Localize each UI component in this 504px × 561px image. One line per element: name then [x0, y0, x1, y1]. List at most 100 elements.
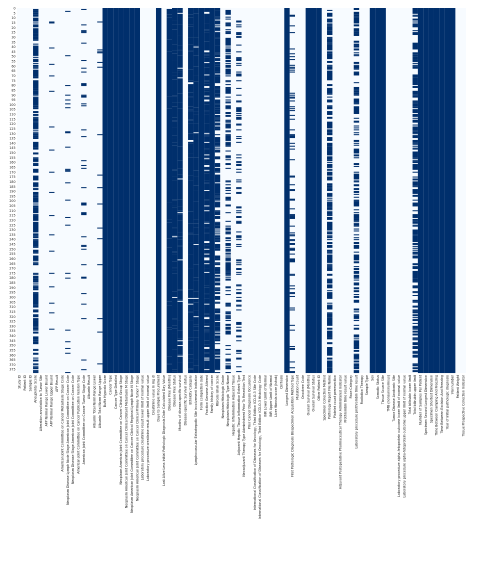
heatmap-cell	[65, 10, 71, 12]
heatmap-cell	[33, 240, 39, 247]
heatmap-cell	[236, 36, 242, 38]
heatmap-cell	[204, 97, 210, 100]
row-tick-label: 25	[11, 31, 15, 35]
heatmap-cell	[204, 295, 210, 299]
heatmap-cell	[177, 102, 183, 109]
heatmap-cell	[33, 326, 39, 328]
heatmap-cell	[214, 34, 221, 36]
heatmap-cell	[236, 154, 242, 156]
heatmap-cell	[118, 8, 124, 374]
heatmap-cell	[412, 292, 418, 294]
heatmap-column	[65, 10, 71, 374]
column-tick-label: INR Lower Limit of Normal	[264, 375, 268, 417]
column-tick-label: Neoplasm Disease Lymph Node Stage Americ…	[66, 375, 70, 505]
heatmap-cell	[172, 273, 178, 292]
heatmap-cell	[81, 264, 87, 266]
heatmap-cell	[412, 23, 418, 28]
heatmap-cell	[214, 167, 221, 172]
heatmap-cell	[214, 310, 221, 314]
heatmap-cell	[327, 279, 333, 282]
heatmap-cell	[353, 94, 360, 96]
column-tick-label: Prothrombin time result value	[344, 375, 348, 423]
row-tick-label: 130	[9, 132, 15, 136]
heatmap-cell	[225, 318, 231, 320]
heatmap-cell	[177, 301, 183, 321]
heatmap-cell	[81, 42, 87, 44]
heatmap-cell	[188, 60, 194, 70]
heatmap-cell	[327, 96, 333, 98]
heatmap-cell	[97, 203, 103, 205]
heatmap-cell	[412, 210, 418, 212]
heatmap-cell	[225, 9, 231, 15]
heatmap-cell	[177, 146, 183, 161]
heatmap-cell	[327, 87, 333, 89]
heatmap-cell	[172, 106, 178, 118]
heatmap-cell	[204, 200, 210, 204]
heatmap-cell	[289, 64, 296, 66]
heatmap-cell	[172, 207, 178, 228]
heatmap-cell	[225, 187, 231, 189]
heatmap-cell	[289, 293, 296, 295]
heatmap-cell	[353, 225, 360, 227]
heatmap-cell	[327, 44, 333, 49]
heatmap-cell	[33, 43, 39, 45]
heatmap-cell	[225, 114, 231, 117]
heatmap-cell	[353, 180, 360, 182]
heatmap-cell	[375, 8, 381, 374]
heatmap-cell	[225, 271, 231, 273]
heatmap-cell	[214, 193, 221, 196]
heatmap-cell	[97, 66, 103, 68]
heatmap-cell	[289, 198, 296, 201]
heatmap-cell	[236, 62, 242, 64]
heatmap-cell	[289, 32, 296, 34]
heatmap-cell	[33, 293, 39, 305]
heatmap-cell	[214, 163, 221, 167]
heatmap-cell	[81, 204, 87, 206]
heatmap-cell	[204, 329, 210, 331]
heatmap-cell	[353, 120, 360, 123]
row-tick-label: 50	[11, 55, 15, 59]
heatmap-cell	[204, 330, 210, 332]
heatmap-column	[289, 14, 296, 374]
heatmap-cell	[214, 292, 221, 295]
heatmap-cell	[236, 321, 242, 325]
heatmap-cell	[33, 88, 39, 91]
heatmap-cell	[225, 55, 231, 60]
heatmap-cell	[65, 352, 71, 354]
heatmap-cell	[193, 334, 199, 338]
heatmap-cell	[327, 330, 333, 338]
heatmap-cell	[412, 333, 418, 335]
heatmap-cell	[353, 314, 360, 316]
heatmap-cell	[353, 203, 360, 205]
heatmap-grid	[17, 8, 466, 374]
heatmap-cell	[353, 199, 360, 201]
heatmap-cell	[225, 131, 231, 133]
heatmap-cell	[49, 328, 55, 330]
heatmap-cell	[81, 248, 87, 250]
heatmap-cell	[353, 45, 360, 48]
heatmap-cell	[188, 348, 194, 355]
heatmap-cell	[353, 315, 360, 319]
heatmap-cell	[353, 230, 360, 232]
heatmap-cell	[33, 359, 39, 362]
heatmap-cell	[33, 236, 39, 239]
heatmap-cell	[412, 247, 418, 249]
heatmap-cell	[353, 201, 360, 204]
heatmap-cell	[289, 285, 296, 287]
heatmap-cell	[353, 279, 360, 281]
heatmap-cell	[412, 257, 418, 259]
column-tick-label: Neoplasm Histologic Type Name	[226, 375, 230, 426]
heatmap-cell	[412, 214, 418, 218]
heatmap-cell	[214, 112, 221, 114]
heatmap-cell	[204, 285, 210, 288]
heatmap-cell	[327, 121, 333, 126]
heatmap-cell	[236, 35, 242, 37]
heatmap-cell	[327, 51, 333, 54]
heatmap-cell	[188, 354, 194, 359]
heatmap-cell	[188, 110, 194, 112]
heatmap-cell	[225, 278, 231, 281]
column-tick-label: Prior Cancer Diagnosis Occurence	[248, 375, 252, 429]
heatmap-cell	[327, 24, 333, 26]
heatmap-cell	[225, 96, 231, 98]
heatmap-cell	[172, 117, 178, 121]
